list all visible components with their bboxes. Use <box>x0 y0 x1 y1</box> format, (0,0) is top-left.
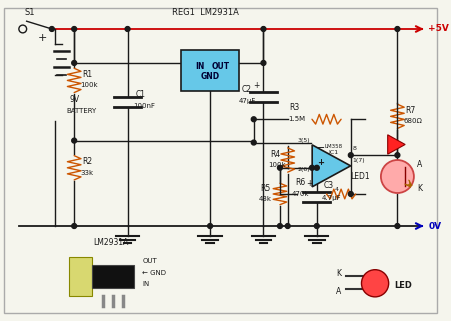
Circle shape <box>348 153 352 158</box>
Circle shape <box>394 153 399 158</box>
Circle shape <box>125 27 130 31</box>
Text: 4.7μF: 4.7μF <box>321 195 341 201</box>
Circle shape <box>72 138 76 143</box>
Polygon shape <box>387 135 404 154</box>
Text: REG1  LM2931A: REG1 LM2931A <box>171 8 238 17</box>
Text: IN: IN <box>194 62 204 71</box>
Text: C2: C2 <box>242 85 252 94</box>
Text: 470k: 470k <box>291 191 308 197</box>
Circle shape <box>207 224 212 229</box>
Text: R5: R5 <box>260 184 270 193</box>
Circle shape <box>394 27 399 31</box>
Text: −: − <box>316 143 325 153</box>
Text: 47μF: 47μF <box>238 98 255 104</box>
Circle shape <box>72 224 76 229</box>
Text: R7: R7 <box>404 106 414 115</box>
Text: R3: R3 <box>289 103 299 112</box>
Text: OUT: OUT <box>142 258 156 264</box>
Circle shape <box>309 165 314 170</box>
Text: 1.5M: 1.5M <box>287 116 304 122</box>
Text: A: A <box>416 160 421 169</box>
Text: R4: R4 <box>270 150 280 159</box>
Text: BATTERY: BATTERY <box>66 108 97 115</box>
Circle shape <box>19 25 27 33</box>
Text: K: K <box>336 269 341 278</box>
Circle shape <box>72 61 76 65</box>
Text: 3(5): 3(5) <box>297 138 309 143</box>
Circle shape <box>277 165 282 170</box>
Text: IN: IN <box>142 281 149 287</box>
Polygon shape <box>312 145 350 187</box>
Polygon shape <box>92 265 134 288</box>
Text: OUT: OUT <box>211 62 229 71</box>
Text: R6: R6 <box>295 178 305 187</box>
Text: +5V: +5V <box>428 24 448 33</box>
Text: R1: R1 <box>82 70 92 79</box>
Circle shape <box>49 27 54 31</box>
Circle shape <box>260 27 265 31</box>
Text: LED: LED <box>394 281 411 290</box>
Circle shape <box>314 165 318 170</box>
Text: +: + <box>306 179 312 188</box>
Circle shape <box>277 224 282 229</box>
Text: 100nF: 100nF <box>133 103 155 109</box>
Circle shape <box>380 160 413 193</box>
Circle shape <box>251 140 256 145</box>
Circle shape <box>314 224 318 229</box>
Text: R2: R2 <box>82 158 92 167</box>
Circle shape <box>394 224 399 229</box>
Text: K: K <box>416 184 421 193</box>
FancyBboxPatch shape <box>5 8 436 313</box>
Text: LM358: LM358 <box>323 144 341 149</box>
Text: 33k: 33k <box>80 169 93 176</box>
Text: 680Ω: 680Ω <box>402 118 421 124</box>
Text: +: + <box>317 158 324 167</box>
Text: A: A <box>335 287 341 296</box>
Circle shape <box>260 61 265 65</box>
FancyBboxPatch shape <box>180 50 239 91</box>
Text: +: + <box>253 81 259 90</box>
Polygon shape <box>69 257 92 296</box>
Text: 43k: 43k <box>258 196 271 202</box>
Text: 100k: 100k <box>268 162 285 168</box>
Text: C3: C3 <box>323 181 333 190</box>
Text: 1(7): 1(7) <box>352 158 364 162</box>
Circle shape <box>251 117 256 122</box>
Text: +: + <box>37 33 47 43</box>
Text: 9V: 9V <box>69 95 79 104</box>
Circle shape <box>72 27 76 31</box>
Text: GND: GND <box>200 72 219 81</box>
Text: LM2931A: LM2931A <box>93 239 129 247</box>
Circle shape <box>348 192 352 196</box>
Text: ← GND: ← GND <box>142 270 166 275</box>
Text: IC1: IC1 <box>327 150 337 155</box>
Text: 100k: 100k <box>80 82 97 88</box>
Text: S1: S1 <box>25 8 35 17</box>
Text: 8: 8 <box>352 146 356 151</box>
Text: C1: C1 <box>135 90 145 99</box>
Text: 4: 4 <box>333 187 337 192</box>
Circle shape <box>285 224 290 229</box>
Text: LED1: LED1 <box>350 172 369 181</box>
Text: 0V: 0V <box>428 221 441 230</box>
Circle shape <box>361 270 388 297</box>
Text: 2(6): 2(6) <box>297 167 309 172</box>
